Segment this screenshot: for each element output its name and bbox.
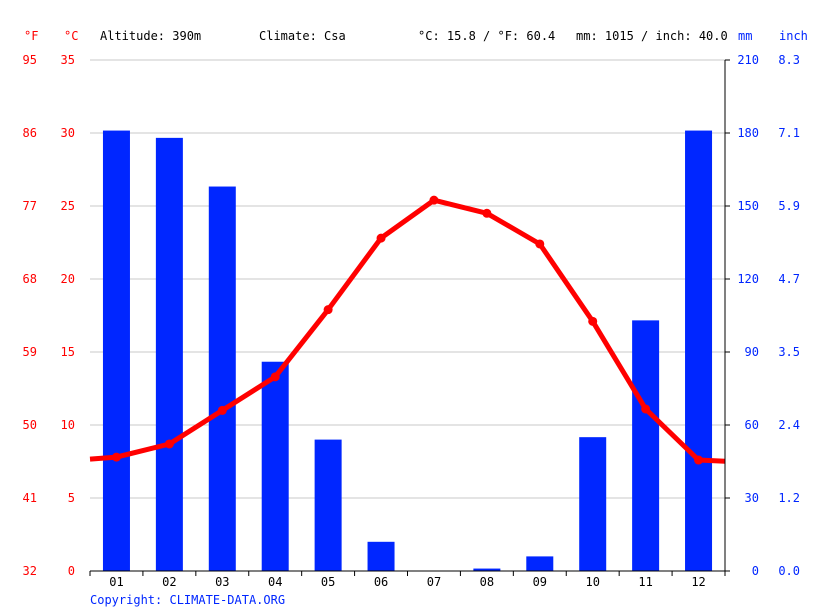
temperature-summary: °C: 15.8 / °F: 60.4 xyxy=(418,29,555,43)
celsius-tick-label: 30 xyxy=(61,126,75,140)
precipitation-bar xyxy=(261,361,289,571)
mm-tick-label: 60 xyxy=(745,418,759,432)
temperature-point xyxy=(535,239,545,249)
inch-tick-label: 2.4 xyxy=(778,418,800,432)
fahrenheit-tick-label: 77 xyxy=(23,199,37,213)
month-tick-label: 03 xyxy=(215,575,229,589)
precipitation-bar xyxy=(685,130,713,572)
fahrenheit-tick-label: 86 xyxy=(23,126,37,140)
precipitation-bar xyxy=(208,186,236,572)
celsius-tick-label: 15 xyxy=(61,345,75,359)
temperature-point xyxy=(482,208,492,218)
mm-tick-label: 150 xyxy=(737,199,759,213)
month-tick-label: 04 xyxy=(268,575,282,589)
temperature-point xyxy=(111,452,121,462)
copyright-text: Copyright: CLIMATE-DATA.ORG xyxy=(90,593,285,607)
temperature-point xyxy=(376,233,386,243)
temperature-point xyxy=(323,305,333,315)
month-tick-label: 07 xyxy=(427,575,441,589)
precipitation-bar xyxy=(632,320,660,571)
mm-tick-label: 0 xyxy=(752,564,759,578)
temperature-line xyxy=(89,195,726,465)
celsius-tick-label: 25 xyxy=(61,199,75,213)
precipitation-bar xyxy=(579,437,607,571)
temperature-point xyxy=(588,316,598,326)
celsius-unit-label: °C xyxy=(64,29,78,43)
axes xyxy=(89,59,730,576)
celsius-tick-label: 5 xyxy=(68,491,75,505)
inch-tick-label: 7.1 xyxy=(778,126,800,140)
precipitation-bar xyxy=(102,130,130,572)
precipitation-bar xyxy=(473,568,501,571)
month-tick-label: 08 xyxy=(480,575,494,589)
temperature-line-path xyxy=(89,197,726,464)
month-tick-label: 09 xyxy=(533,575,547,589)
month-tick-label: 06 xyxy=(374,575,388,589)
precipitation-bars xyxy=(102,130,713,572)
fahrenheit-unit-label: °F xyxy=(24,29,38,43)
inch-tick-label: 4.7 xyxy=(778,272,800,286)
celsius-tick-label: 0 xyxy=(68,564,75,578)
mm-tick-label: 90 xyxy=(745,345,759,359)
precipitation-summary: mm: 1015 / inch: 40.0 xyxy=(576,29,728,43)
month-tick-label: 01 xyxy=(109,575,123,589)
fahrenheit-tick-label: 59 xyxy=(23,345,37,359)
inch-tick-label: 3.5 xyxy=(778,345,800,359)
climate-label: Climate: Csa xyxy=(259,29,346,43)
inch-tick-label: 1.2 xyxy=(778,491,800,505)
month-tick-label: 11 xyxy=(638,575,652,589)
altitude-label: Altitude: 390m xyxy=(100,29,201,43)
inch-tick-label: 5.9 xyxy=(778,199,800,213)
temperature-point xyxy=(164,439,174,449)
celsius-tick-label: 20 xyxy=(61,272,75,286)
inch-tick-label: 0.0 xyxy=(778,564,800,578)
inch-tick-label: 8.3 xyxy=(778,53,800,67)
month-tick-label: 02 xyxy=(162,575,176,589)
mm-unit-label: mm xyxy=(738,29,752,43)
precipitation-bar xyxy=(526,556,554,571)
precipitation-bar xyxy=(314,439,342,571)
month-tick-label: 05 xyxy=(321,575,335,589)
tick-labels: 32 0 41 5 50 10 59 15 68 20 77 25 86 30 95 35 0 0.0 30 1.2 6… xyxy=(23,53,800,589)
celsius-tick-label: 10 xyxy=(61,418,75,432)
fahrenheit-tick-label: 32 xyxy=(23,564,37,578)
month-tick-label: 12 xyxy=(691,575,705,589)
inch-unit-label: inch xyxy=(779,29,808,43)
precipitation-bar xyxy=(155,137,183,571)
mm-tick-label: 210 xyxy=(737,53,759,67)
month-tick-label: 10 xyxy=(585,575,599,589)
fahrenheit-tick-label: 95 xyxy=(23,53,37,67)
celsius-tick-label: 35 xyxy=(61,53,75,67)
temperature-point xyxy=(270,372,280,382)
temperature-point xyxy=(641,404,651,414)
fahrenheit-tick-label: 68 xyxy=(23,272,37,286)
temperature-point xyxy=(694,455,704,465)
mm-tick-label: 120 xyxy=(737,272,759,286)
mm-tick-label: 30 xyxy=(745,491,759,505)
mm-tick-label: 180 xyxy=(737,126,759,140)
precipitation-bar xyxy=(367,541,395,571)
fahrenheit-tick-label: 50 xyxy=(23,418,37,432)
fahrenheit-tick-label: 41 xyxy=(23,491,37,505)
temperature-point xyxy=(429,195,439,205)
temperature-point xyxy=(217,405,227,415)
